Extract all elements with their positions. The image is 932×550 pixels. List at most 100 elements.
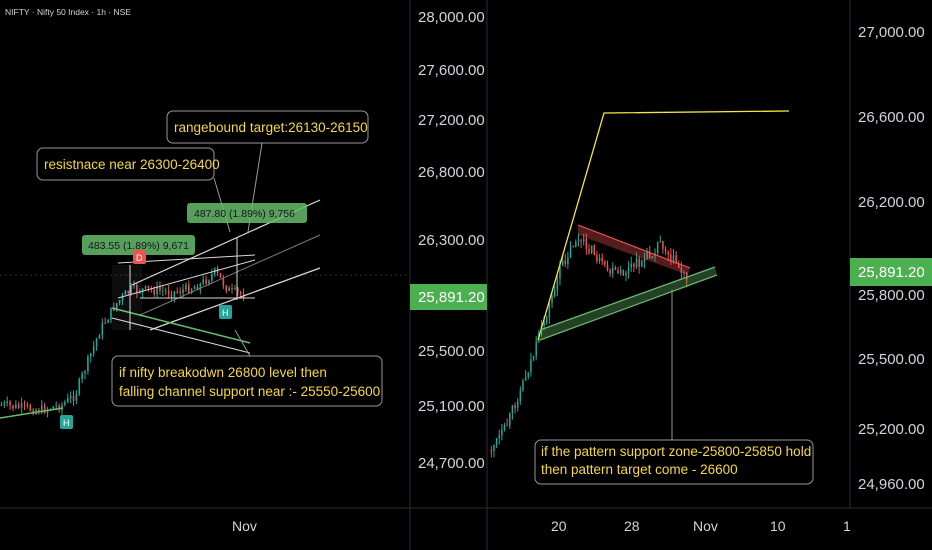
candle-body	[498, 435, 500, 439]
candle-body	[490, 450, 493, 451]
support-zone-upper	[539, 266, 716, 331]
candle-body	[153, 289, 155, 295]
candle-body	[651, 256, 654, 259]
resistance-callout-text: resistnace near 26300-26400	[44, 157, 220, 172]
rangebound-callout-text: rangebound target:26130-26150	[174, 120, 368, 135]
candle-body	[662, 241, 664, 249]
right-price-axis[interactable]: 27,000.00 26,600.00 26,200.00 25,891.20 …	[849, 0, 932, 508]
candle-body	[205, 279, 207, 284]
candle-body	[29, 405, 32, 411]
candle-body	[58, 405, 60, 411]
candle-body	[95, 338, 98, 347]
left-price-tick: 26,800.00	[418, 164, 485, 181]
candle-body	[575, 242, 577, 247]
candle-body	[535, 341, 537, 356]
measure-label-2-box	[187, 203, 307, 223]
h-marker-upper[interactable]	[219, 305, 232, 319]
candle-body	[582, 238, 585, 242]
candle-body	[519, 390, 522, 402]
candle-body	[17, 404, 20, 408]
pattern-resistance-zone	[578, 225, 690, 275]
candle-body	[606, 264, 609, 271]
resistance-callout-box[interactable]	[36, 147, 215, 181]
candle-body	[69, 396, 72, 398]
candle-body	[3, 402, 6, 406]
candle-body	[553, 290, 556, 297]
candle-body	[139, 292, 141, 294]
candle-body	[124, 290, 127, 295]
candle-body	[516, 401, 519, 408]
candle-body	[580, 240, 582, 242]
candle-body	[118, 300, 121, 304]
candle-body	[593, 245, 596, 255]
candle-body	[23, 403, 26, 405]
candle-body	[185, 284, 187, 290]
candle-body	[78, 379, 81, 394]
candle-body	[228, 288, 230, 292]
candle-body	[104, 322, 106, 324]
breakdown-callout-box[interactable]	[111, 355, 383, 407]
left-support-line	[0, 407, 64, 419]
candle-body	[590, 245, 593, 253]
right-price-tick: 25,800.00	[858, 287, 925, 304]
candle-body	[612, 267, 614, 274]
left-price-tick: 28,000.00	[418, 9, 485, 26]
right-time-label: Nov	[693, 518, 718, 534]
candle-body	[26, 404, 29, 406]
candle-body	[127, 290, 130, 293]
candle-body	[532, 355, 535, 360]
breakdown-callout-pointer	[234, 329, 251, 357]
candle-body	[15, 404, 17, 409]
candle-body	[675, 255, 677, 264]
candle-body	[66, 397, 69, 403]
candle-body	[144, 285, 147, 289]
candle-body	[225, 285, 228, 292]
candle-body	[627, 267, 630, 273]
candle-body	[572, 246, 574, 248]
candle-body	[141, 288, 144, 293]
right-time-label: 1	[843, 518, 851, 534]
candle-body	[64, 402, 66, 405]
right-callout-box[interactable]	[534, 439, 814, 485]
breakdown-callout-line2: falling channel support near :- 25550-25…	[119, 384, 380, 399]
channel-lower-line	[149, 267, 321, 331]
candle-body	[511, 405, 514, 413]
left-price-tick: 27,600.00	[418, 62, 485, 79]
right-callout-line1: if the pattern support zone-25800-25850 …	[541, 444, 811, 459]
candle-body	[524, 377, 527, 381]
candle-body	[55, 405, 57, 407]
candle-body	[43, 405, 46, 413]
left-chart-pane[interactable]: NIFTY · Nifty 50 Index · 1h · NSE resist…	[0, 7, 932, 534]
candle-body	[237, 288, 239, 293]
breakdown-callout-line1: if nifty breakodwn 26800 level then	[119, 365, 327, 380]
candle-body	[6, 401, 8, 403]
h-marker-lower[interactable]	[60, 415, 73, 429]
candle-body	[0, 405, 3, 406]
left-price-axis[interactable]: 28,000.00 27,600.00 27,200.00 26,800.00 …	[409, 0, 488, 550]
candle-body	[75, 393, 78, 401]
right-drawings-group	[537, 110, 790, 341]
left-drawings-group	[0, 199, 321, 419]
candle-body	[596, 254, 598, 262]
rangebound-callout-box[interactable]	[166, 110, 369, 144]
candle-body	[672, 255, 675, 263]
candle-body	[641, 261, 643, 267]
candle-body	[609, 270, 611, 274]
candle-body	[648, 251, 651, 259]
d-marker[interactable]	[133, 250, 146, 264]
candle-body	[680, 267, 683, 274]
candle-body	[630, 263, 632, 268]
candle-body	[619, 269, 622, 274]
candle-body	[503, 425, 506, 430]
candle-body	[617, 269, 619, 274]
candle-body	[643, 258, 646, 262]
candle-body	[84, 371, 86, 374]
candle-body	[514, 405, 516, 408]
measure-label-2: 487.80 (1.89%) 9,756	[194, 208, 295, 220]
candle-body	[167, 290, 170, 295]
candle-body	[20, 403, 23, 408]
candle-body	[559, 265, 561, 279]
candle-body	[604, 261, 606, 265]
candle-body	[493, 445, 495, 451]
right-chart-pane[interactable]: if the pattern support zone-25800-25850 …	[490, 110, 851, 534]
